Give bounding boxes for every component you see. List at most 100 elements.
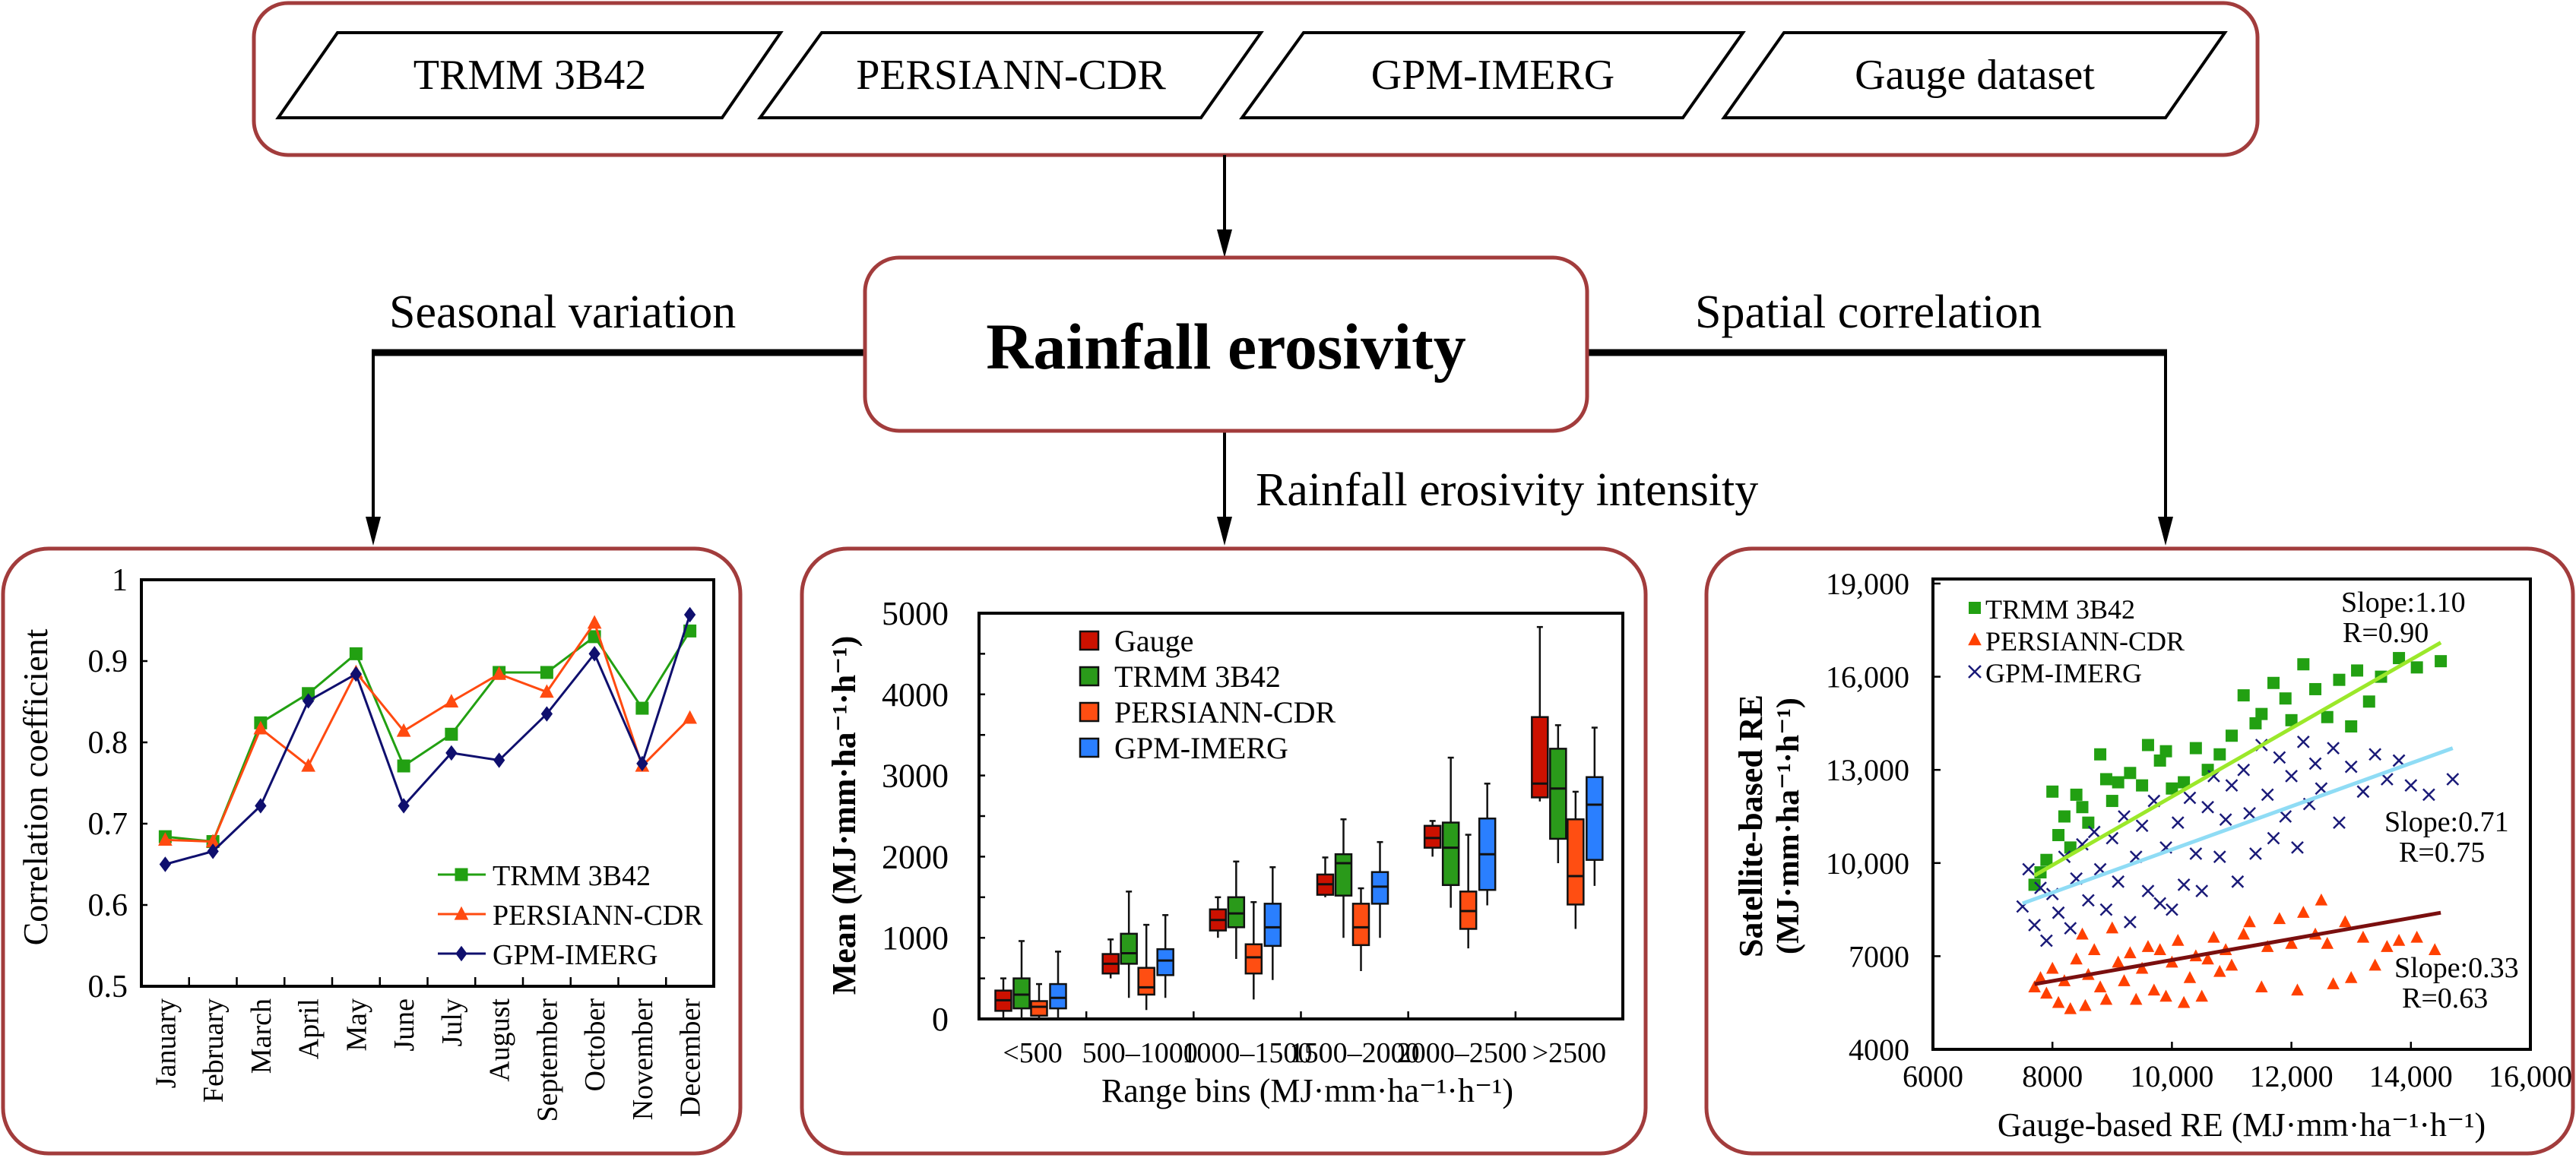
data-point	[2255, 980, 2268, 993]
data-point	[2207, 930, 2220, 943]
data-point	[2052, 995, 2065, 1008]
data-point	[2028, 980, 2041, 993]
y-tick-label: 0.8	[88, 726, 128, 761]
branch-label-seasonal: Seasonal variation	[389, 286, 736, 338]
box-3-2	[1263, 866, 1282, 980]
r-annotation: R=0.75	[2399, 837, 2485, 868]
dataset-label: Gauge dataset	[1855, 52, 2095, 99]
x-tick-label: March	[246, 998, 277, 1074]
data-point	[2356, 785, 2370, 799]
data-point	[2112, 875, 2125, 888]
box-body	[1030, 1000, 1048, 1017]
data-point	[2028, 919, 2042, 932]
y-axis-label-units: (MJ·mm·ha⁻¹·h⁻¹)	[1771, 698, 1806, 954]
x-tick-label: 10,000	[2130, 1059, 2213, 1093]
y-tick-label: 16,000	[1826, 660, 1909, 694]
data-point	[2064, 841, 2077, 854]
dataset-label: GPM-IMERG	[1371, 52, 1614, 99]
data-point	[2070, 952, 2083, 965]
data-point	[493, 752, 505, 768]
data-point	[2327, 977, 2340, 989]
data-point	[2028, 878, 2041, 891]
legend-marker	[455, 868, 468, 881]
box-2-4	[1459, 834, 1478, 949]
data-point	[2070, 788, 2083, 801]
data-point	[2344, 760, 2358, 774]
data-point	[207, 843, 219, 859]
data-point	[444, 694, 459, 708]
data-point	[2129, 992, 2143, 1005]
data-point	[2195, 989, 2208, 1002]
data-point	[2339, 915, 2352, 928]
data-point	[587, 615, 602, 629]
y-tick-label: 19,000	[1826, 567, 1909, 601]
data-point	[2291, 983, 2304, 996]
data-point	[2308, 757, 2322, 770]
data-point	[2296, 736, 2310, 748]
data-point	[2064, 1001, 2077, 1014]
box-0-5	[1531, 625, 1549, 802]
data-point	[2118, 974, 2131, 986]
box-2-3	[1351, 887, 1370, 971]
data-point	[2141, 884, 2155, 897]
legend-label: GPM-IMERG	[493, 939, 657, 971]
x-tick-label: October	[579, 998, 611, 1092]
data-point	[540, 666, 553, 679]
series-points-0	[2028, 652, 2448, 891]
series-points-2	[2016, 736, 2460, 948]
data-point	[2368, 958, 2381, 971]
x-tick-label: 14,000	[2369, 1059, 2453, 1093]
box-body	[1227, 896, 1246, 929]
data-point	[2225, 779, 2239, 793]
data-point	[2285, 937, 2298, 949]
data-point	[2034, 881, 2047, 894]
box-2-0	[1030, 982, 1048, 1019]
x-tick-label: July	[436, 998, 468, 1046]
data-point	[396, 723, 411, 737]
x-tick-label: February	[198, 998, 230, 1103]
data-point	[2213, 850, 2226, 864]
data-point	[2321, 937, 2334, 949]
data-point	[2105, 795, 2118, 808]
data-point	[2267, 676, 2280, 689]
data-point	[2099, 773, 2112, 786]
plot-frame	[1931, 577, 2532, 1051]
data-point	[2159, 989, 2172, 1002]
data-point	[2345, 720, 2358, 732]
slope-annotation: Slope:0.33	[2394, 952, 2519, 984]
data-point	[2052, 906, 2065, 919]
data-point	[2381, 940, 2394, 952]
data-point	[2333, 673, 2346, 686]
data-point	[2321, 710, 2334, 723]
x-tick-label: December	[675, 998, 707, 1117]
data-point	[2183, 791, 2197, 805]
data-point	[2135, 961, 2149, 974]
data-point	[2393, 652, 2406, 665]
data-point	[683, 710, 697, 724]
data-point	[2141, 739, 2154, 751]
data-point	[302, 693, 315, 709]
data-point	[2105, 921, 2119, 934]
data-point	[2428, 943, 2441, 955]
data-point	[2225, 958, 2239, 971]
y-tick-label: 4000	[882, 676, 949, 713]
x-tick-label: November	[627, 998, 659, 1121]
x-tick-label: 1000–1500	[1182, 1037, 1312, 1069]
y-axis-label: Mean (MJ·mm·ha⁻¹·h⁻¹)	[825, 636, 863, 995]
data-point	[2177, 995, 2191, 1008]
legend-swatch	[1079, 630, 1100, 651]
legend-swatch	[1079, 666, 1100, 687]
data-point	[2351, 664, 2364, 677]
data-point	[2177, 878, 2191, 891]
box-3-4	[1478, 783, 1497, 906]
data-point	[255, 798, 267, 814]
box-body	[1351, 903, 1370, 947]
data-point	[2213, 964, 2226, 977]
data-point	[2261, 940, 2274, 952]
data-point	[2076, 927, 2089, 940]
x-tick-label: 12,000	[2250, 1059, 2334, 1093]
box-body	[1156, 948, 1174, 976]
y-tick-label: 13,000	[1826, 753, 1909, 787]
y-tick-label: 1000	[882, 919, 949, 957]
